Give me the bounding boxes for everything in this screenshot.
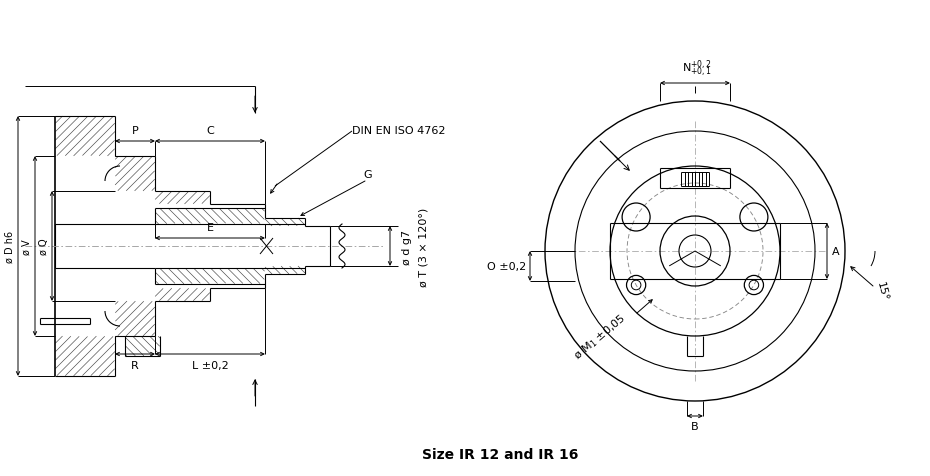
Text: ø T (3 × 120°): ø T (3 × 120°) xyxy=(418,207,428,286)
Text: C: C xyxy=(206,126,214,136)
Text: A: A xyxy=(832,247,840,257)
Text: L ±0,2: L ±0,2 xyxy=(192,360,229,370)
Text: 15°: 15° xyxy=(875,281,890,302)
Text: R: R xyxy=(131,360,139,370)
Text: G: G xyxy=(364,169,372,179)
Text: ø d g7: ø d g7 xyxy=(402,229,412,264)
Text: ø Q: ø Q xyxy=(39,238,49,255)
Text: O ±0,2: O ±0,2 xyxy=(486,261,526,271)
Text: N$^{+0,2}_{+0,1}$: N$^{+0,2}_{+0,1}$ xyxy=(682,59,712,80)
Text: ø D h6: ø D h6 xyxy=(5,230,15,262)
Text: E: E xyxy=(206,223,214,232)
Text: B: B xyxy=(691,421,698,431)
Text: ø V: ø V xyxy=(22,238,32,254)
Text: ø M$_1$ ±0,05: ø M$_1$ ±0,05 xyxy=(571,310,629,362)
Text: DIN EN ISO 4762: DIN EN ISO 4762 xyxy=(352,126,445,136)
Text: P: P xyxy=(132,126,139,136)
Text: Size IR 12 and IR 16: Size IR 12 and IR 16 xyxy=(422,447,578,461)
